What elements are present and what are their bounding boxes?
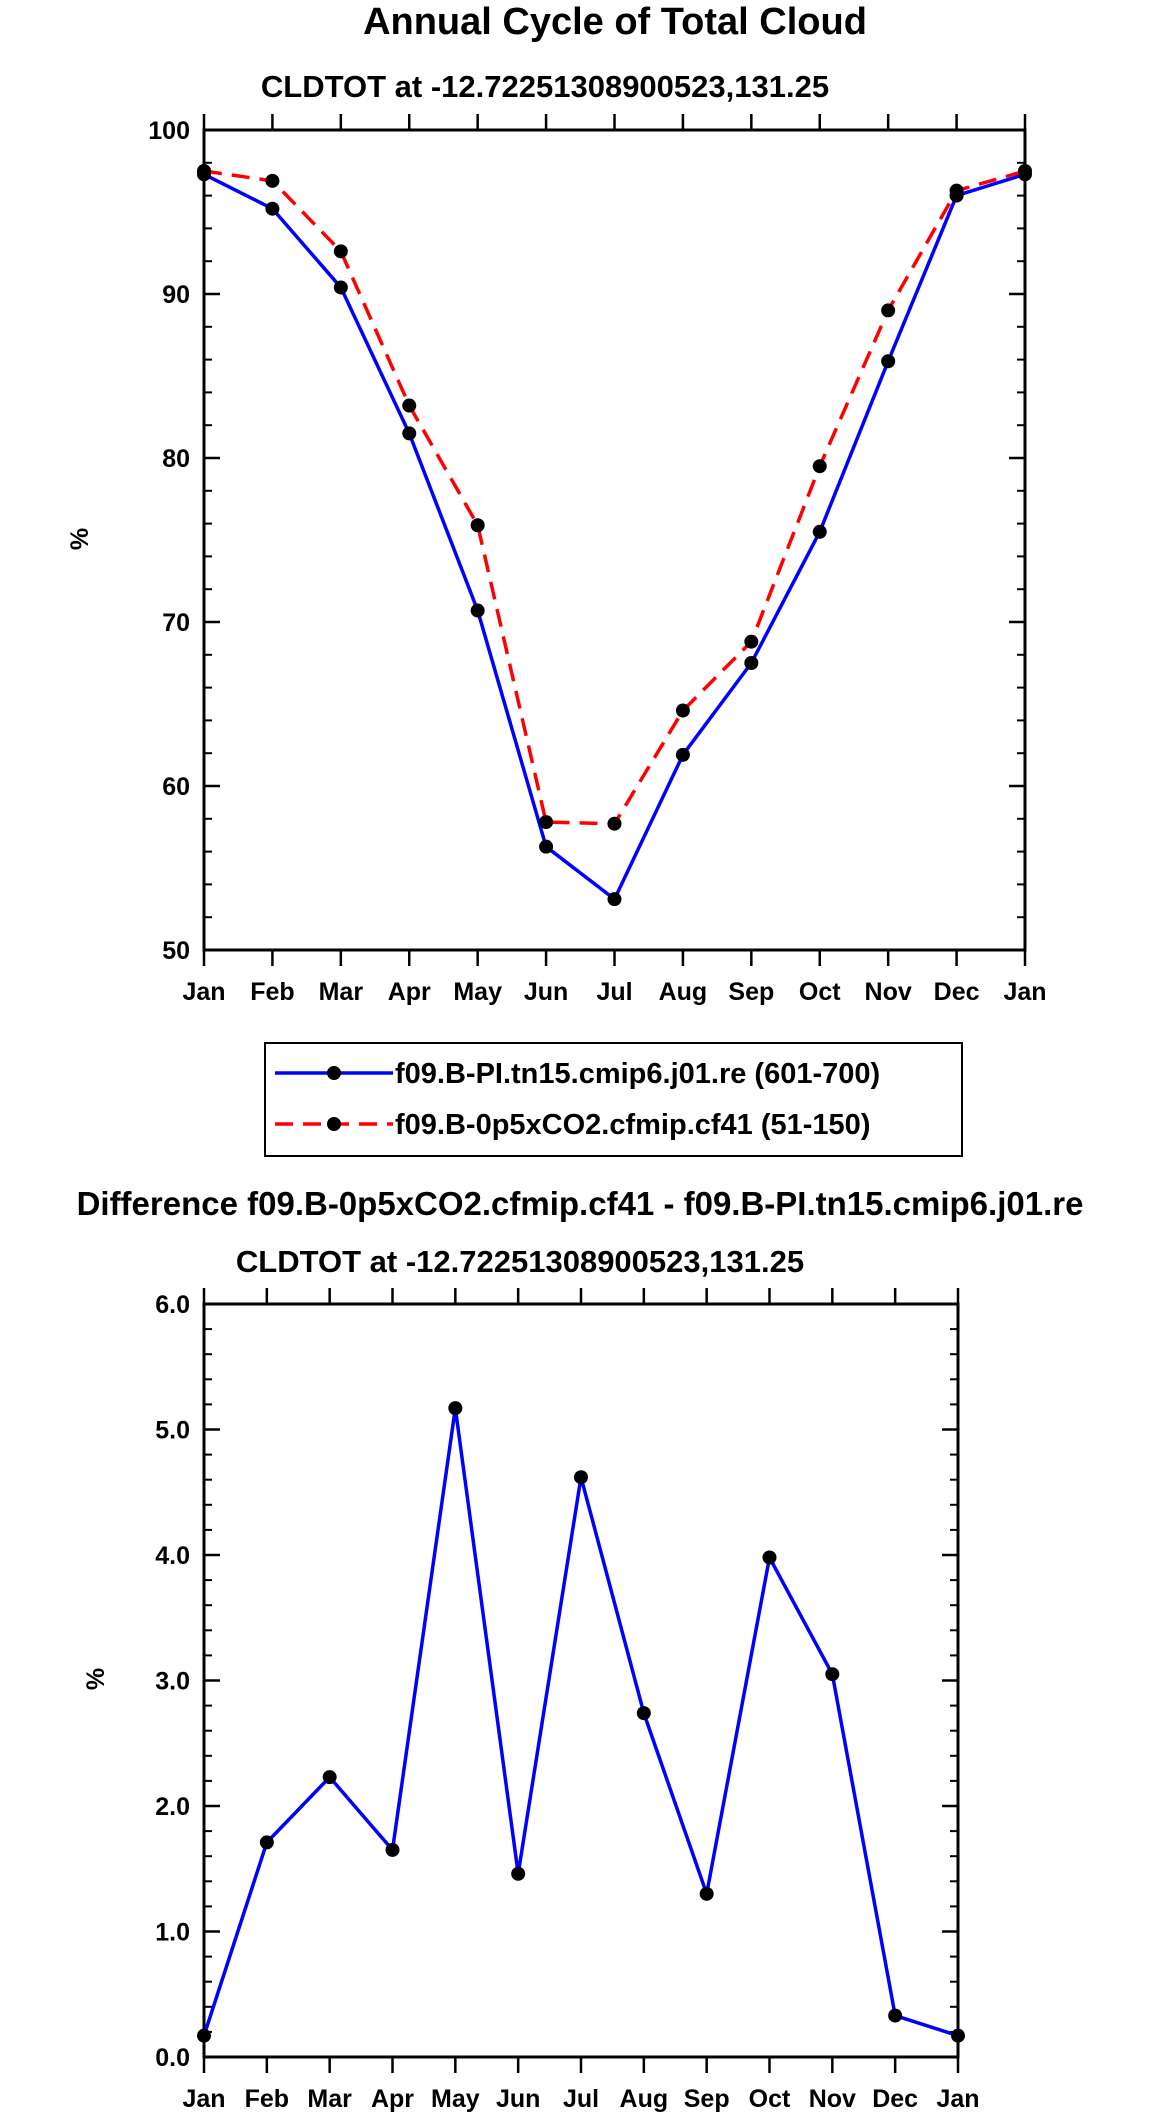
chart-1-subtitle: CLDTOT at -12.72251308900523,131.25	[261, 69, 829, 104]
x-tick-label: Mar	[319, 978, 364, 1006]
chart-2-title: Difference f09.B-0p5xCO2.cfmip.cf41 - f0…	[77, 1185, 1084, 1222]
y-tick-label: 5.0	[155, 1417, 190, 1445]
x-tick-label: Apr	[388, 978, 431, 1006]
series-2-point	[607, 816, 622, 831]
series-1-point	[470, 603, 485, 618]
chart-1-series	[197, 164, 1032, 907]
chart-1-y-ticks: 50 60 70 80 90 100	[148, 117, 1025, 965]
series-1-point	[197, 2028, 211, 2043]
chart-1-title: Annual Cycle of Total Cloud	[363, 1, 867, 43]
series-1-point	[699, 1886, 714, 1901]
y-tick-label: 100	[148, 117, 190, 145]
series-2-line	[203, 169, 1026, 826]
chart-1-x-ticks: Jan Feb Mar Apr May Jun Jul Aug Sep Oct Nov Dec Jan	[182, 114, 1047, 1006]
y-tick-label: 0.0	[155, 2044, 190, 2072]
x-tick-label: Mar	[307, 2085, 352, 2113]
series-2-point	[470, 518, 485, 533]
x-tick-label: Jul	[563, 2085, 599, 2113]
x-tick-label: Jun	[524, 978, 568, 1006]
x-tick-label: Aug	[659, 978, 708, 1006]
x-tick-label: Oct	[799, 978, 841, 1006]
x-tick-label: Nov	[809, 2085, 856, 2113]
chart-2-series	[197, 1401, 965, 2043]
series-1-line	[202, 1406, 959, 2038]
chart-2-plot-frame	[202, 1302, 960, 2059]
series-1-point	[385, 1842, 400, 1857]
series-2-point	[197, 164, 211, 178]
y-tick-label: 60	[162, 773, 190, 801]
chart-2-y-ticks: 0.0 1.0 2.0 3.0 4.0 5.0 6.0	[155, 1291, 958, 2072]
series-2-point	[265, 173, 280, 188]
x-tick-label: Feb	[250, 978, 294, 1006]
series-1-point	[607, 892, 622, 907]
legend-label-series-1: f09.B-PI.tn15.cmip6.j01.re (601-700)	[395, 1058, 880, 1090]
x-tick-label: Jan	[1003, 978, 1046, 1006]
series-2-point	[949, 183, 964, 198]
chart-2-y-axis-label: %	[82, 1668, 110, 1690]
chart-2-subtitle: CLDTOT at -12.72251308900523,131.25	[236, 1244, 804, 1279]
series-2-point	[744, 634, 759, 649]
x-tick-label: Dec	[934, 978, 980, 1006]
x-tick-label: Aug	[620, 2085, 669, 2113]
series-1-point	[402, 426, 417, 441]
series-1-point	[825, 1667, 840, 1682]
y-tick-label: 3.0	[155, 1668, 190, 1696]
series-2-point	[812, 459, 827, 474]
series-2-point	[1018, 164, 1032, 178]
series-1-point	[322, 1770, 337, 1785]
x-tick-label: Sep	[728, 978, 774, 1006]
x-tick-label: May	[453, 978, 502, 1006]
series-1-point	[881, 354, 896, 369]
series-1-point	[888, 2008, 903, 2023]
series-1-point	[762, 1550, 777, 1565]
x-tick-label: Nov	[865, 978, 912, 1006]
y-tick-label: 90	[162, 281, 190, 309]
series-1-point	[675, 747, 690, 762]
chart-1-y-axis-label: %	[66, 528, 94, 550]
series-1-point	[259, 1835, 274, 1850]
x-tick-label: Jan	[936, 2085, 979, 2113]
x-tick-label: Jan	[182, 978, 225, 1006]
x-tick-label: Oct	[749, 2085, 791, 2113]
legend-marker-series-2	[327, 1117, 341, 1131]
x-tick-label: Jun	[496, 2085, 540, 2113]
series-1-point	[812, 524, 827, 539]
series-1-point	[574, 1470, 588, 1485]
x-tick-label: Feb	[245, 2085, 289, 2113]
series-1-point	[265, 201, 280, 216]
y-tick-label: 6.0	[155, 1291, 190, 1319]
legend-marker-series-1	[327, 1066, 341, 1080]
chart-2: Difference f09.B-0p5xCO2.cfmip.cf41 - f0…	[77, 1185, 1084, 2113]
x-tick-label: Jan	[182, 2085, 225, 2113]
y-tick-label: 1.0	[155, 1919, 190, 1947]
series-1-point	[539, 839, 554, 854]
series-1-point	[951, 2028, 965, 2043]
series-1-point	[636, 1706, 651, 1721]
x-tick-label: Dec	[872, 2085, 918, 2113]
x-tick-label: Apr	[371, 2085, 414, 2113]
chart-1: Annual Cycle of Total Cloud CLDTOT at -1…	[66, 1, 1047, 1157]
legend-label-series-2: f09.B-0p5xCO2.cfmip.cf41 (51-150)	[395, 1109, 870, 1141]
series-1-point	[511, 1866, 526, 1881]
series-2-point	[881, 303, 896, 318]
chart-2-x-ticks: Jan Feb Mar Apr May Jun Jul Aug Sep Oct Nov Dec Jan	[182, 1288, 980, 2113]
x-tick-label: Sep	[684, 2085, 730, 2113]
series-2-point	[675, 703, 690, 718]
y-tick-label: 70	[162, 609, 190, 637]
series-2-point	[539, 815, 554, 830]
series-1-point	[333, 280, 348, 295]
y-tick-label: 4.0	[155, 1542, 190, 1570]
chart-1-legend: f09.B-PI.tn15.cmip6.j01.re (601-700) f09…	[264, 1042, 963, 1157]
series-1-point	[448, 1401, 463, 1416]
series-2-point	[402, 398, 417, 413]
y-tick-label: 80	[162, 445, 190, 473]
legend-box	[264, 1042, 963, 1157]
x-tick-label: Jul	[596, 978, 632, 1006]
series-1-point	[744, 656, 759, 670]
series-2-point	[333, 244, 348, 259]
y-tick-label: 50	[162, 937, 190, 965]
x-tick-label: May	[431, 2085, 480, 2113]
y-tick-label: 2.0	[155, 1793, 190, 1821]
